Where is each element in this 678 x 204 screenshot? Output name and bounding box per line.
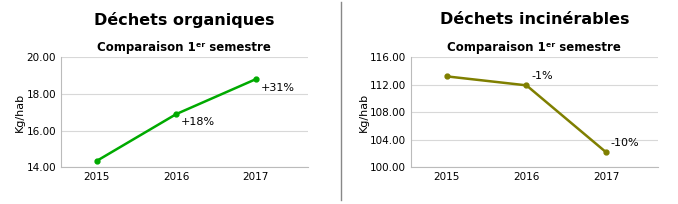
Text: -1%: -1%: [531, 71, 553, 81]
Text: -10%: -10%: [611, 137, 639, 147]
Text: +31%: +31%: [260, 83, 295, 93]
Text: Déchets incinérables: Déchets incinérables: [439, 12, 629, 27]
Text: Comparaison 1ᵉʳ semestre: Comparaison 1ᵉʳ semestre: [98, 41, 271, 54]
Y-axis label: Kg/hab: Kg/hab: [359, 93, 369, 132]
Text: Comparaison 1ᵉʳ semestre: Comparaison 1ᵉʳ semestre: [447, 41, 621, 54]
Text: +18%: +18%: [181, 117, 215, 127]
Y-axis label: Kg/hab: Kg/hab: [15, 93, 25, 132]
Text: Déchets organiques: Déchets organiques: [94, 12, 275, 28]
